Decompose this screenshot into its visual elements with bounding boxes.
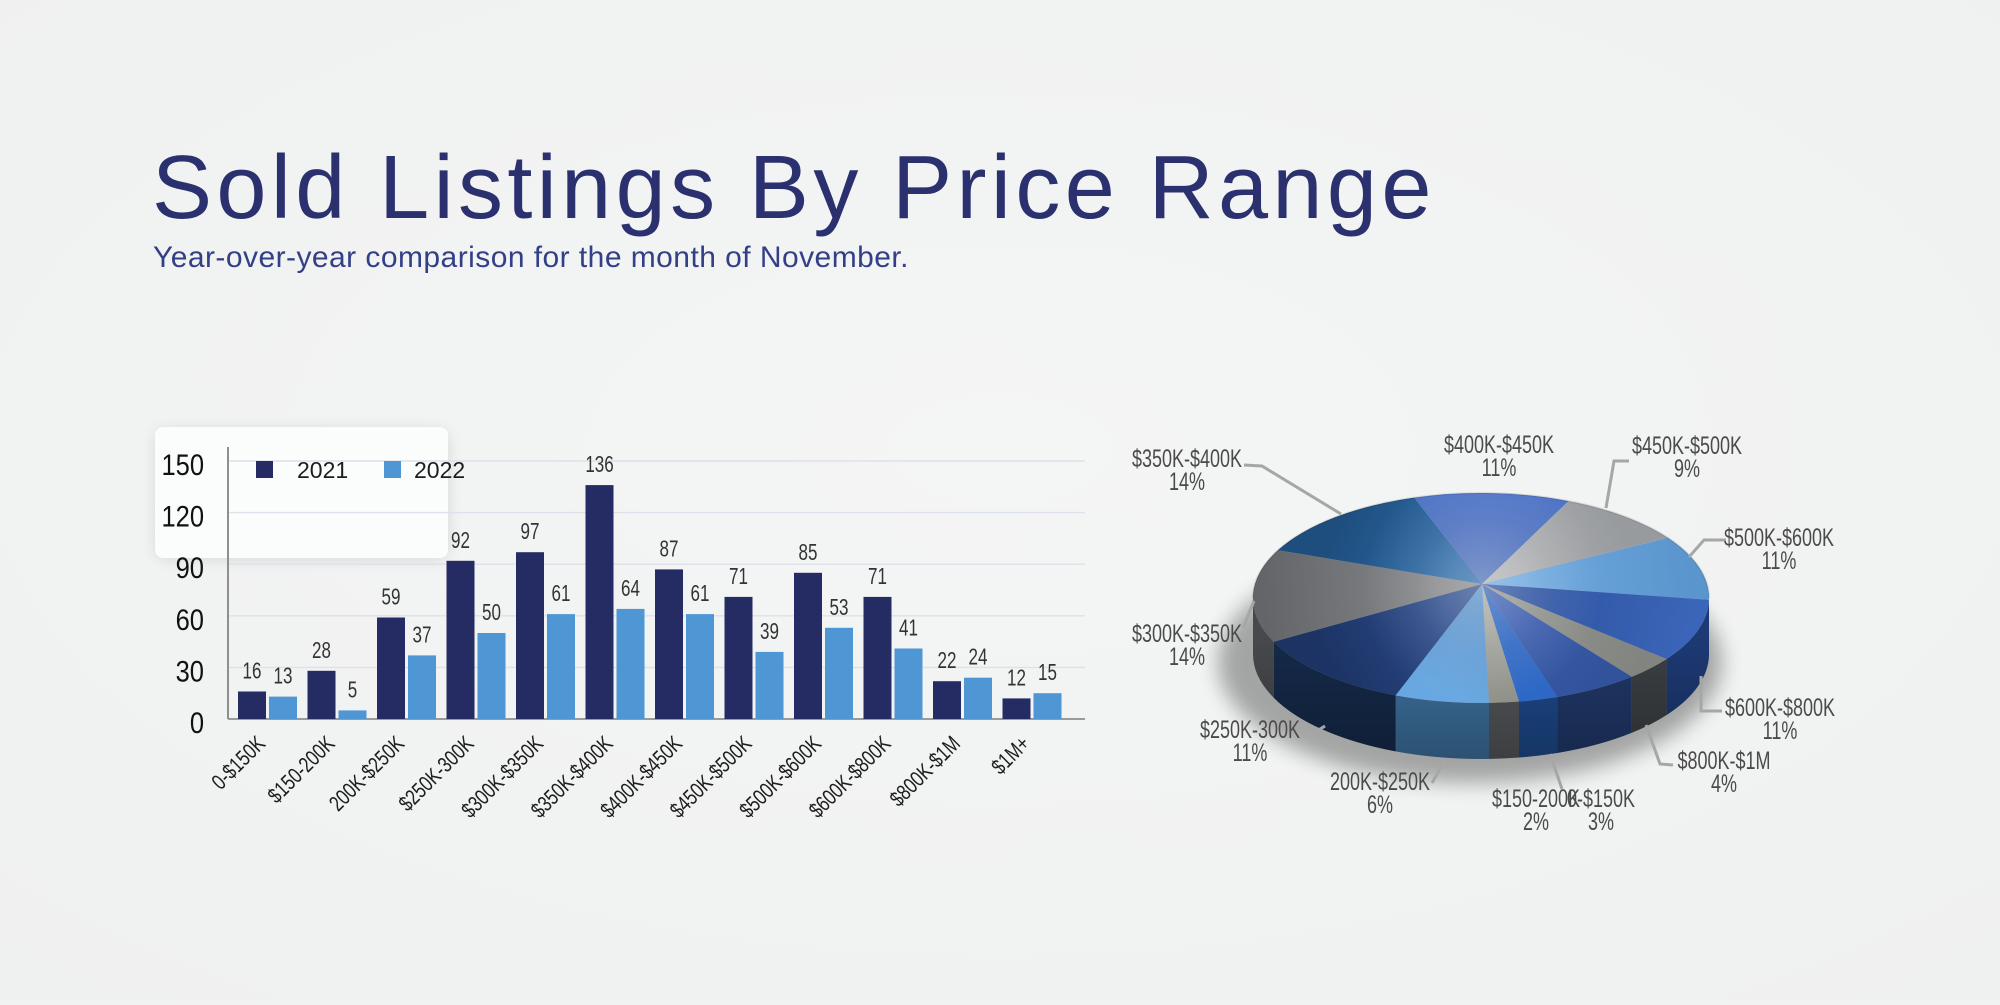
svg-text:90: 90 bbox=[176, 551, 204, 584]
svg-text:13: 13 bbox=[274, 664, 293, 689]
svg-text:85: 85 bbox=[799, 540, 818, 565]
svg-text:9%: 9% bbox=[1674, 454, 1700, 483]
svg-text:5: 5 bbox=[348, 678, 357, 703]
svg-text:53: 53 bbox=[830, 595, 849, 620]
svg-text:59: 59 bbox=[382, 585, 401, 610]
svg-text:39: 39 bbox=[760, 620, 779, 645]
svg-text:12: 12 bbox=[1007, 666, 1026, 691]
svg-text:11%: 11% bbox=[1233, 738, 1268, 767]
svg-text:136: 136 bbox=[585, 453, 613, 478]
svg-text:$250K-300K: $250K-300K bbox=[1200, 715, 1300, 744]
svg-text:87: 87 bbox=[660, 537, 679, 562]
svg-text:97: 97 bbox=[521, 520, 540, 545]
svg-text:41: 41 bbox=[899, 616, 918, 641]
svg-text:61: 61 bbox=[691, 582, 710, 607]
svg-text:61: 61 bbox=[552, 582, 571, 607]
svg-text:37: 37 bbox=[413, 623, 432, 648]
svg-text:$350K-$400K: $350K-$400K bbox=[1132, 444, 1242, 473]
svg-text:14%: 14% bbox=[1169, 642, 1205, 671]
svg-text:15: 15 bbox=[1038, 661, 1057, 686]
svg-text:$600K-$800K: $600K-$800K bbox=[1725, 693, 1835, 722]
svg-text:64: 64 bbox=[621, 577, 640, 602]
svg-text:14%: 14% bbox=[1169, 467, 1205, 496]
svg-text:60: 60 bbox=[176, 603, 204, 636]
svg-text:$300K-$350K: $300K-$350K bbox=[1132, 619, 1242, 648]
svg-text:Year-over-year comparison for: Year-over-year comparison for the month … bbox=[153, 241, 909, 274]
svg-text:71: 71 bbox=[729, 565, 748, 590]
svg-text:120: 120 bbox=[161, 500, 204, 533]
svg-text:$800K-$1M: $800K-$1M bbox=[1678, 746, 1771, 775]
svg-text:2022: 2022 bbox=[414, 457, 465, 483]
svg-text:22: 22 bbox=[938, 649, 957, 674]
svg-text:0-$150K: 0-$150K bbox=[1567, 784, 1635, 813]
svg-text:$150-200K: $150-200K bbox=[1492, 784, 1580, 813]
svg-text:200K-$250K: 200K-$250K bbox=[1330, 767, 1430, 796]
svg-text:11%: 11% bbox=[1762, 546, 1797, 575]
svg-text:6%: 6% bbox=[1367, 790, 1393, 819]
svg-text:11%: 11% bbox=[1482, 453, 1517, 482]
svg-text:24: 24 bbox=[969, 645, 988, 670]
svg-text:2021: 2021 bbox=[297, 457, 348, 483]
svg-text:30: 30 bbox=[176, 654, 204, 687]
svg-text:16: 16 bbox=[243, 659, 262, 684]
svg-text:$400K-$450K: $400K-$450K bbox=[1444, 430, 1554, 459]
svg-text:$450K-$500K: $450K-$500K bbox=[1632, 431, 1742, 460]
svg-text:92: 92 bbox=[451, 528, 470, 553]
svg-text:2%: 2% bbox=[1523, 807, 1549, 836]
svg-text:11%: 11% bbox=[1763, 716, 1798, 745]
svg-text:0: 0 bbox=[190, 706, 204, 739]
svg-text:4%: 4% bbox=[1711, 769, 1737, 798]
svg-text:50: 50 bbox=[482, 601, 501, 626]
svg-text:Sold Listings By Price Range: Sold Listings By Price Range bbox=[152, 138, 1436, 238]
svg-text:3%: 3% bbox=[1588, 807, 1614, 836]
svg-text:$500K-$600K: $500K-$600K bbox=[1724, 523, 1834, 552]
svg-text:71: 71 bbox=[868, 565, 887, 590]
svg-text:28: 28 bbox=[312, 638, 331, 663]
svg-text:150: 150 bbox=[161, 448, 204, 481]
